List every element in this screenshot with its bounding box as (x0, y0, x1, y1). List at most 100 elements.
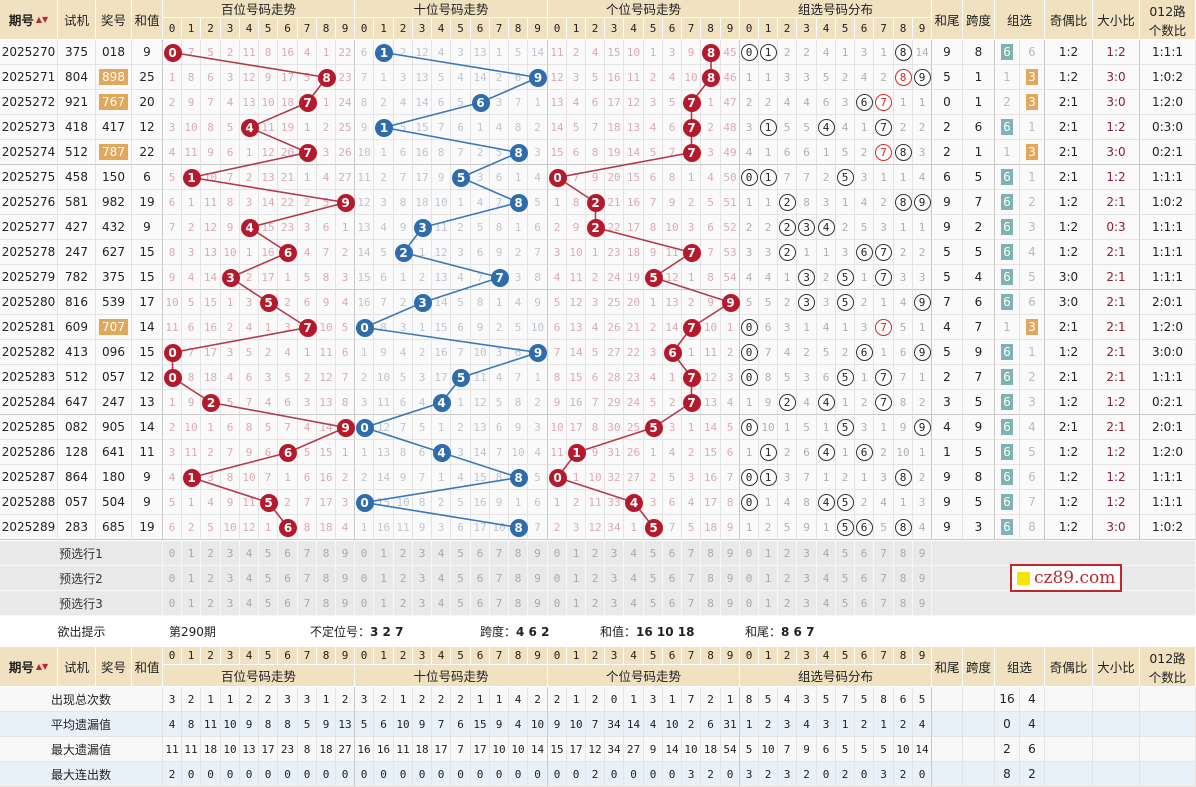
site-watermark-logo[interactable]: cz89.com (1010, 564, 1122, 592)
preselect-digit-toggle[interactable]: 6 (663, 591, 682, 616)
preselect-digit-toggle[interactable]: 3 (221, 591, 240, 616)
preselect-digit-toggle[interactable]: 6 (278, 541, 298, 566)
preselect-digit-toggle[interactable]: 6 (855, 566, 874, 591)
preselect-digit-toggle[interactable]: 9 (913, 541, 932, 566)
preselect-digit-toggle[interactable]: 6 (278, 566, 298, 591)
preselect-digit-toggle[interactable]: 0 (548, 591, 567, 616)
preselect-digit-toggle[interactable]: 0 (740, 566, 759, 591)
preselect-digit-toggle[interactable]: 1 (567, 566, 586, 591)
preselect-digit-toggle[interactable]: 7 (298, 541, 317, 566)
preselect-digit-toggle[interactable]: 9 (721, 566, 740, 591)
preselect-digit-toggle[interactable]: 4 (240, 541, 259, 566)
preselect-digit-toggle[interactable]: 1 (374, 541, 394, 566)
preselect-digit-toggle[interactable]: 4 (432, 591, 451, 616)
preselect-digit-toggle[interactable]: 3 (221, 566, 240, 591)
preselect-digit-toggle[interactable]: 8 (509, 591, 528, 616)
preselect-digit-toggle[interactable]: 8 (894, 591, 913, 616)
preselect-digit-toggle[interactable]: 7 (298, 591, 317, 616)
preselect-digit-toggle[interactable]: 4 (624, 541, 644, 566)
preselect-digit-toggle[interactable]: 9 (336, 566, 355, 591)
preselect-digit-toggle[interactable]: 9 (336, 591, 355, 616)
preselect-digit-toggle[interactable]: 3 (413, 566, 432, 591)
preselect-digit-toggle[interactable]: 6 (278, 591, 298, 616)
preselect-digit-toggle[interactable]: 2 (201, 591, 221, 616)
preselect-digit-toggle[interactable]: 2 (394, 566, 413, 591)
preselect-digit-toggle[interactable]: 3 (797, 566, 817, 591)
preselect-digit-toggle[interactable]: 8 (317, 591, 336, 616)
preselect-digit-toggle[interactable]: 0 (163, 566, 182, 591)
preselect-digit-toggle[interactable]: 2 (586, 566, 605, 591)
preselect-digit-toggle[interactable]: 3 (605, 591, 624, 616)
preselect-digit-toggle[interactable]: 7 (874, 566, 894, 591)
preselect-digit-toggle[interactable]: 5 (259, 541, 278, 566)
preselect-digit-toggle[interactable]: 1 (759, 591, 778, 616)
preselect-digit-toggle[interactable]: 7 (682, 591, 701, 616)
preselect-digit-toggle[interactable]: 0 (548, 541, 567, 566)
preselect-digit-toggle[interactable]: 1 (182, 541, 201, 566)
preselect-digit-toggle[interactable]: 3 (413, 591, 432, 616)
period-header-sort[interactable]: 期号 ▲▼ (0, 647, 58, 687)
preselect-digit-toggle[interactable]: 7 (298, 566, 317, 591)
preselect-digit-toggle[interactable]: 7 (874, 591, 894, 616)
preselect-digit-toggle[interactable]: 8 (701, 566, 721, 591)
preselect-digit-toggle[interactable]: 3 (605, 541, 624, 566)
preselect-digit-toggle[interactable]: 1 (759, 566, 778, 591)
preselect-digit-toggle[interactable]: 3 (797, 541, 817, 566)
preselect-digit-toggle[interactable]: 4 (817, 591, 836, 616)
preselect-digit-toggle[interactable]: 1 (567, 541, 586, 566)
preselect-digit-toggle[interactable]: 3 (797, 591, 817, 616)
preselect-digit-toggle[interactable]: 9 (336, 541, 355, 566)
preselect-digit-toggle[interactable]: 5 (451, 591, 471, 616)
preselect-digit-toggle[interactable]: 4 (240, 566, 259, 591)
preselect-digit-toggle[interactable]: 4 (624, 566, 644, 591)
preselect-digit-toggle[interactable]: 9 (528, 566, 548, 591)
preselect-digit-toggle[interactable]: 7 (874, 541, 894, 566)
preselect-digit-toggle[interactable]: 0 (355, 591, 374, 616)
preselect-digit-toggle[interactable]: 4 (240, 591, 259, 616)
preselect-digit-toggle[interactable]: 0 (355, 541, 374, 566)
preselect-digit-toggle[interactable]: 0 (163, 541, 182, 566)
preselect-digit-toggle[interactable]: 7 (490, 566, 509, 591)
preselect-digit-toggle[interactable]: 7 (682, 541, 701, 566)
preselect-digit-toggle[interactable]: 6 (855, 591, 874, 616)
preselect-digit-toggle[interactable]: 6 (663, 566, 682, 591)
preselect-digit-toggle[interactable]: 2 (394, 591, 413, 616)
preselect-digit-toggle[interactable]: 9 (913, 591, 932, 616)
sort-arrows-icon[interactable]: ▲▼ (35, 662, 49, 671)
preselect-digit-toggle[interactable]: 3 (605, 566, 624, 591)
preselect-digit-toggle[interactable]: 8 (509, 566, 528, 591)
preselect-digit-toggle[interactable]: 0 (740, 541, 759, 566)
preselect-digit-toggle[interactable]: 1 (567, 591, 586, 616)
preselect-digit-toggle[interactable]: 9 (913, 566, 932, 591)
preselect-digit-toggle[interactable]: 2 (586, 541, 605, 566)
sort-arrows-icon[interactable]: ▲▼ (35, 15, 49, 24)
preselect-digit-toggle[interactable]: 8 (317, 566, 336, 591)
preselect-digit-toggle[interactable]: 5 (836, 541, 855, 566)
preselect-digit-toggle[interactable]: 3 (221, 541, 240, 566)
preselect-digit-toggle[interactable]: 5 (644, 541, 663, 566)
preselect-digit-toggle[interactable]: 5 (451, 541, 471, 566)
preselect-digit-toggle[interactable]: 0 (740, 591, 759, 616)
preselect-digit-toggle[interactable]: 9 (528, 541, 548, 566)
preselect-digit-toggle[interactable]: 4 (432, 541, 451, 566)
preselect-digit-toggle[interactable]: 4 (817, 566, 836, 591)
preselect-digit-toggle[interactable]: 0 (548, 566, 567, 591)
preselect-digit-toggle[interactable]: 6 (663, 541, 682, 566)
preselect-digit-toggle[interactable]: 8 (701, 541, 721, 566)
preselect-digit-toggle[interactable]: 8 (509, 541, 528, 566)
preselect-digit-toggle[interactable]: 6 (471, 591, 490, 616)
preselect-digit-toggle[interactable]: 2 (778, 566, 797, 591)
preselect-digit-toggle[interactable]: 9 (721, 541, 740, 566)
preselect-digit-toggle[interactable]: 9 (528, 591, 548, 616)
preselect-digit-toggle[interactable]: 3 (413, 541, 432, 566)
preselect-digit-toggle[interactable]: 5 (644, 591, 663, 616)
preselect-digit-toggle[interactable]: 1 (182, 591, 201, 616)
preselect-digit-toggle[interactable]: 1 (759, 541, 778, 566)
preselect-digit-toggle[interactable]: 2 (394, 541, 413, 566)
preselect-digit-toggle[interactable]: 2 (586, 591, 605, 616)
preselect-digit-toggle[interactable]: 8 (701, 591, 721, 616)
preselect-digit-toggle[interactable]: 6 (471, 566, 490, 591)
preselect-digit-toggle[interactable]: 5 (259, 566, 278, 591)
preselect-digit-toggle[interactable]: 7 (490, 541, 509, 566)
preselect-digit-toggle[interactable]: 1 (182, 566, 201, 591)
